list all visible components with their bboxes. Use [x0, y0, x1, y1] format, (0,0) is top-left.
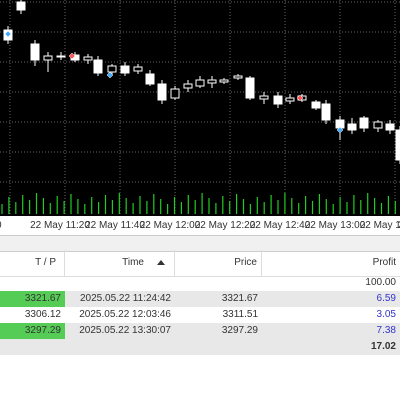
candle-body	[30, 43, 40, 61]
candle-body	[43, 55, 53, 61]
balance: 100.00	[365, 277, 396, 288]
candle-body	[56, 55, 66, 58]
candle-body	[207, 79, 217, 84]
candle-body	[183, 83, 193, 89]
grid	[0, 0, 400, 216]
time-cell: 2025.05.22 11:24:42	[79, 293, 171, 304]
candle-body	[145, 73, 155, 85]
sort-arrow	[157, 260, 165, 265]
profit-cell: 3.05	[376, 309, 396, 320]
trade-marker	[106, 71, 114, 79]
candle-body	[359, 117, 369, 129]
header-profit[interactable]: Profit	[372, 257, 396, 268]
candle-body	[321, 103, 331, 121]
candle-body	[395, 129, 400, 161]
candle-body	[347, 123, 357, 131]
candle-body	[93, 59, 103, 74]
candle-body	[133, 66, 143, 72]
header-time[interactable]: Time	[65, 250, 175, 276]
candle-body	[273, 95, 283, 105]
candle-body	[311, 101, 321, 109]
trade-marker	[4, 30, 12, 38]
header-price[interactable]: Price	[175, 250, 262, 276]
tp-cell: 3306.12	[24, 309, 61, 320]
time-label: 22 May 11:40	[85, 220, 145, 231]
time-label: 22 May 13:20	[360, 220, 400, 231]
time-cell: 2025.05.22 13:30:07	[79, 325, 171, 336]
candle-body	[170, 88, 180, 99]
candle-body	[107, 65, 117, 73]
candle-body	[385, 123, 395, 131]
table-header[interactable]: T / P Time Price Profit	[0, 250, 400, 277]
time-axis	[0, 216, 400, 235]
time-label: 22 May 11:20	[30, 220, 90, 231]
time-label: 2	[398, 220, 400, 231]
tp-cell: 3297.29	[0, 323, 65, 339]
candles	[3, 0, 400, 164]
profit-cell: 7.38	[376, 325, 396, 336]
candle-body	[245, 77, 255, 99]
candle-body	[195, 79, 205, 87]
candle-body	[157, 83, 167, 101]
trade-marker	[68, 52, 76, 60]
candle-body	[120, 65, 130, 74]
tp-cell: 3321.67	[0, 291, 65, 307]
balance-row[interactable]: 100.00	[0, 275, 400, 291]
trade-marker	[296, 94, 304, 102]
price-cell: 3311.51	[222, 309, 258, 320]
price-cell: 3297.29	[221, 325, 258, 336]
candle-body	[285, 97, 295, 102]
chart-background	[0, 0, 400, 216]
trade-row[interactable]: 3297.29 2025.05.22 13:30:07 3297.29 7.38	[0, 323, 400, 339]
candle-body	[83, 56, 93, 61]
time-label: 22 May 13:00	[305, 220, 366, 231]
trade-table: T / P Time Price Profit 100.00 3321.67 20…	[0, 250, 400, 355]
header-tp[interactable]: T / P	[0, 250, 65, 276]
total: 17.02	[370, 341, 396, 352]
trade-marker	[336, 126, 344, 134]
price-cell: 3321.67	[221, 293, 258, 304]
candle-body	[233, 75, 243, 79]
time-label: 22 May 12:20	[195, 220, 256, 231]
total-row: 17.02	[0, 339, 400, 355]
candle-body	[16, 1, 26, 11]
time-cell: 2025.05.22 12:03:46	[79, 309, 171, 320]
trade-row[interactable]: 3321.67 2025.05.22 11:24:42 3321.67 6.59	[0, 291, 400, 307]
candle-body	[373, 121, 383, 129]
time-label: 22 May 12:00	[140, 220, 201, 231]
candle-body	[259, 95, 269, 100]
volumes	[1, 193, 396, 214]
trade-row[interactable]: 3306.12 2025.05.22 12:03:46 3311.51 3.05	[0, 307, 400, 323]
time-label: 22 May 12:40	[250, 220, 311, 231]
time-label: 0	[0, 220, 2, 231]
panel-divider	[0, 235, 400, 252]
profit-cell: 6.59	[376, 293, 396, 304]
candle-body	[219, 79, 229, 83]
